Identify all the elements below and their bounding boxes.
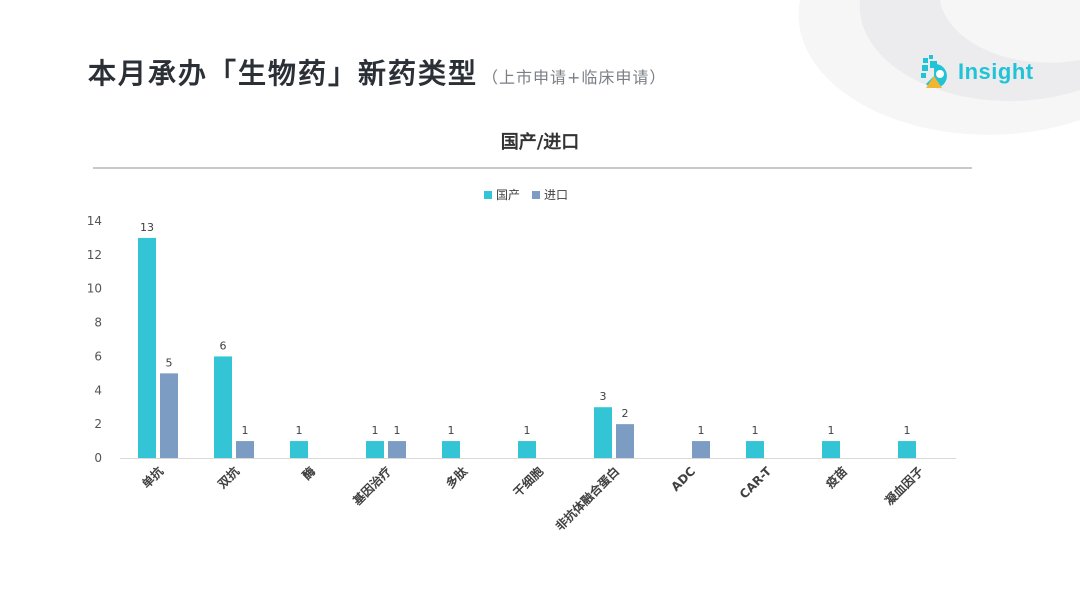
bar <box>138 237 156 458</box>
category-label: ADC <box>668 464 698 494</box>
x-axis-labels: 单抗 双抗 酶 基因治疗 多肽 干细胞 非抗体融合蛋白 ADC CAR-T 疫苗 凝血因子 <box>139 463 927 534</box>
y-tick-label: 2 <box>94 417 102 431</box>
legend-swatch <box>484 191 492 199</box>
bar <box>822 441 840 458</box>
bar-value-label: 1 <box>698 424 705 437</box>
bar-value-label: 1 <box>828 424 835 437</box>
slide-title-main: 本月承办「生物药」新药类型 <box>88 57 479 90</box>
bar-value-label: 1 <box>448 424 455 437</box>
bar-value-label: 1 <box>242 424 249 437</box>
bar-value-label: 5 <box>166 356 173 369</box>
bar-value-label: 6 <box>220 339 227 352</box>
insight-logo-icon <box>921 55 947 88</box>
category-label: 干细胞 <box>510 464 546 500</box>
legend-label: 进口 <box>544 188 568 202</box>
slide-title: 本月承办「生物药」新药类型 （上市申请+临床申请） <box>88 52 666 92</box>
bar <box>898 441 916 458</box>
bar-value-label: 1 <box>904 424 911 437</box>
bar <box>160 373 178 458</box>
bar-value-label: 1 <box>524 424 531 437</box>
bar-value-label: 1 <box>394 424 401 437</box>
bar <box>236 441 254 458</box>
bar-value-label: 3 <box>600 390 607 403</box>
y-tick-label: 6 <box>94 349 102 363</box>
bar <box>616 424 634 458</box>
y-tick-label: 14 <box>87 214 102 228</box>
bar <box>442 441 460 458</box>
bar-value-label: 2 <box>622 407 629 420</box>
legend-swatch <box>532 191 540 199</box>
bar <box>290 441 308 458</box>
bar-value-label: 13 <box>140 221 154 234</box>
category-label: CAR-T <box>737 464 775 502</box>
bar <box>366 441 384 458</box>
y-tick-label: 8 <box>94 316 102 330</box>
y-tick-label: 10 <box>87 282 102 296</box>
category-label: 酶 <box>299 464 318 483</box>
bar-value-label: 1 <box>752 424 759 437</box>
bar <box>518 441 536 458</box>
slide-title-subtitle: （上市申请+临床申请） <box>482 68 667 87</box>
bar <box>214 356 232 458</box>
chart-title: 国产/进口 <box>500 132 580 153</box>
category-label: 单抗 <box>139 464 167 492</box>
insight-logo-text: Insight <box>958 59 1034 84</box>
y-tick-label: 12 <box>87 248 102 262</box>
chart-legend: 国产 进口 <box>484 188 568 202</box>
bar <box>746 441 764 458</box>
bar <box>594 407 612 458</box>
category-label: 双抗 <box>215 464 243 492</box>
bar-value-label: 1 <box>296 424 303 437</box>
legend-label: 国产 <box>496 188 520 202</box>
category-label: 凝血因子 <box>882 464 927 509</box>
category-label: 疫苗 <box>823 464 851 492</box>
category-label: 非抗体融合蛋白 <box>552 464 622 534</box>
y-tick-label: 0 <box>94 451 102 465</box>
bar <box>388 441 406 458</box>
title-divider <box>93 167 972 169</box>
insight-logo: Insight <box>920 52 1034 92</box>
bar-value-label: 1 <box>372 424 379 437</box>
category-label: 多肽 <box>443 463 471 491</box>
bar <box>692 441 710 458</box>
category-label: 基因治疗 <box>349 464 394 509</box>
y-tick-label: 4 <box>94 383 102 397</box>
